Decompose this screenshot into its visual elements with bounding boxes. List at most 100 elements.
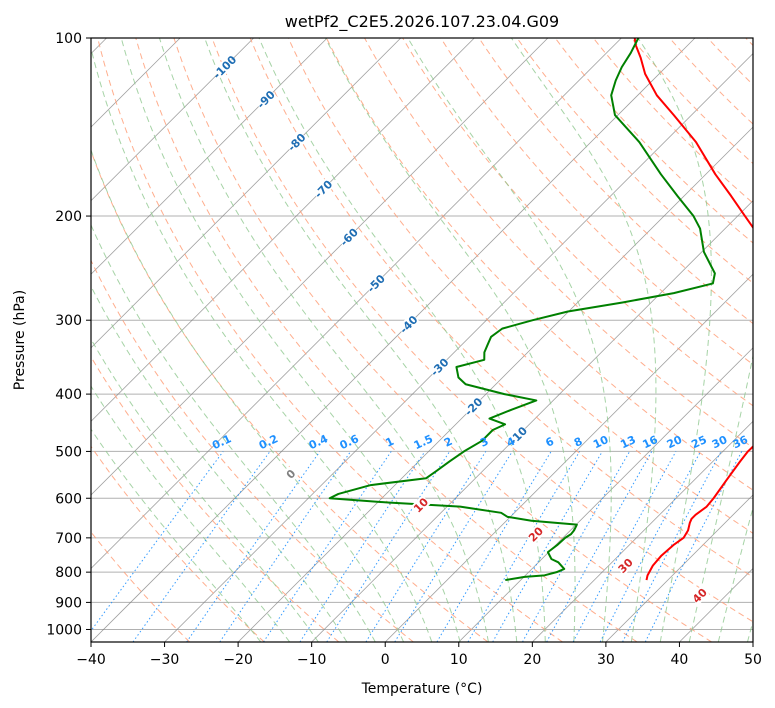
isotherm-label-bg <box>462 395 485 418</box>
moist-adiabat-line <box>91 385 291 642</box>
y-tick-label: 700 <box>55 531 82 547</box>
isotherm-line <box>91 38 549 496</box>
isotherm-label-bg <box>285 130 308 154</box>
mixing-ratio-line <box>263 451 392 642</box>
mixing-ratio-line <box>91 451 224 632</box>
moist-adiabat-line <box>91 285 348 642</box>
y-tick-label: 400 <box>55 387 82 403</box>
moist-adiabat-line <box>637 38 712 642</box>
isotherm-line <box>91 38 475 422</box>
isotherm-label-bg <box>337 225 361 249</box>
mixing-ratio-line <box>394 451 513 642</box>
moist-adiabat-line <box>407 38 612 642</box>
dry-adiabat-line <box>325 38 753 491</box>
isotherm-label-bg <box>506 424 530 447</box>
y-tick-label: 900 <box>55 595 82 611</box>
moist-adiabat-line <box>91 148 405 642</box>
x-axis: −40 −30 −20 −10 0 10 20 30 40 50 <box>76 642 762 668</box>
dewpoint-profile <box>328 38 716 582</box>
isotherm-label-bg <box>213 55 236 79</box>
moist-adiabat-line <box>120 38 461 642</box>
x-tick-label: 10 <box>450 652 468 668</box>
x-tick-label: 20 <box>523 652 541 668</box>
isotherm-line <box>91 38 622 570</box>
x-tick-label: 40 <box>671 652 689 668</box>
isotherm-line <box>384 273 753 642</box>
y-tick-label: 100 <box>55 31 82 47</box>
isotherm-line <box>91 38 696 642</box>
isotherm-line <box>311 200 753 642</box>
moist-adiabat-label-bg <box>689 585 710 606</box>
x-axis-label: Temperature (°C) <box>361 681 483 697</box>
isotherm-label-bg <box>364 272 388 295</box>
mixing-ratio-line <box>522 451 631 642</box>
dry-adiabat-line <box>135 38 638 642</box>
y-tick-label: 300 <box>55 313 82 329</box>
moist-adiabat-label-bg <box>615 555 636 576</box>
y-tick-label: 1000 <box>46 622 82 638</box>
x-tick-label: −10 <box>297 652 327 668</box>
mixing-ratio-label: 25 <box>689 433 708 451</box>
isotherm-line <box>532 420 753 642</box>
mixing-ratio-line <box>299 451 426 642</box>
mixing-ratio-label: 16 <box>641 433 661 451</box>
dry-adiabat-line <box>91 355 340 642</box>
x-tick-label: 0 <box>381 652 390 668</box>
x-tick-label: 50 <box>744 652 762 668</box>
isotherm-line <box>164 52 753 642</box>
isotherm-line <box>91 38 254 202</box>
mixing-ratio-line <box>326 451 451 642</box>
mixing-ratio-label: 13 <box>618 433 637 451</box>
mixing-ratio-label: 10 <box>591 433 611 451</box>
isotherm-line <box>605 494 753 642</box>
moist-adiabat-line <box>258 38 546 642</box>
x-tick-label: −30 <box>150 652 180 668</box>
isotherm-label-bg <box>428 355 451 379</box>
dry-adiabat-line <box>91 445 265 642</box>
dry-adiabat-line <box>211 38 753 623</box>
moist-adiabat-line <box>717 505 753 642</box>
isotherm-line <box>91 38 328 275</box>
mixing-ratio-line <box>219 451 352 642</box>
isotherm-line <box>237 126 753 642</box>
isotherm-line <box>458 347 753 642</box>
moist-adiabat-line <box>91 428 262 642</box>
mixing-ratio-label: 20 <box>665 433 685 451</box>
y-tick-label: 600 <box>55 491 82 507</box>
moist-adiabat-line <box>204 38 518 642</box>
isotherm-label-bg <box>311 177 335 201</box>
mixing-ratio-line <box>572 451 677 642</box>
moist-adiabat-line <box>158 38 489 642</box>
dry-adiabat-line <box>91 259 414 642</box>
plot-frame <box>90 37 754 643</box>
background-reference-lines <box>91 38 753 642</box>
moist-adiabat-line <box>91 46 433 642</box>
x-tick-label: 30 <box>597 652 615 668</box>
mixing-ratio-line <box>132 451 271 642</box>
moist-adiabat-label-bg <box>410 495 431 515</box>
dry-adiabat-line <box>287 38 753 534</box>
x-tick-label: −40 <box>76 652 106 668</box>
moist-adiabat-line <box>91 338 319 642</box>
dry-adiabat-line <box>249 38 753 578</box>
mixing-ratio-line <box>186 451 321 642</box>
y-tick-label: 200 <box>55 209 82 225</box>
moist-adiabat-line <box>510 38 657 642</box>
series-layer <box>328 38 753 582</box>
chart-title: wetPf2_C2E5.2026.107.23.04.G09 <box>285 12 559 32</box>
isotherm-label-bg <box>254 88 278 111</box>
moist-adiabat-label-bg <box>280 464 301 484</box>
temperature-profile <box>633 38 753 581</box>
dry-adiabat-line <box>173 38 713 642</box>
mixing-ratio-line <box>546 451 653 642</box>
mixing-ratio-line <box>644 451 743 642</box>
y-axis: 100 200 300 400 500 600 700 800 900 1000 <box>46 31 91 638</box>
moist-adiabat-line <box>91 223 376 642</box>
moist-adiabat-line <box>325 38 576 642</box>
dry-adiabat-line <box>97 38 563 642</box>
y-tick-label: 500 <box>55 444 82 460</box>
y-tick-label: 800 <box>55 565 82 581</box>
isotherm-label-bg <box>397 313 420 336</box>
